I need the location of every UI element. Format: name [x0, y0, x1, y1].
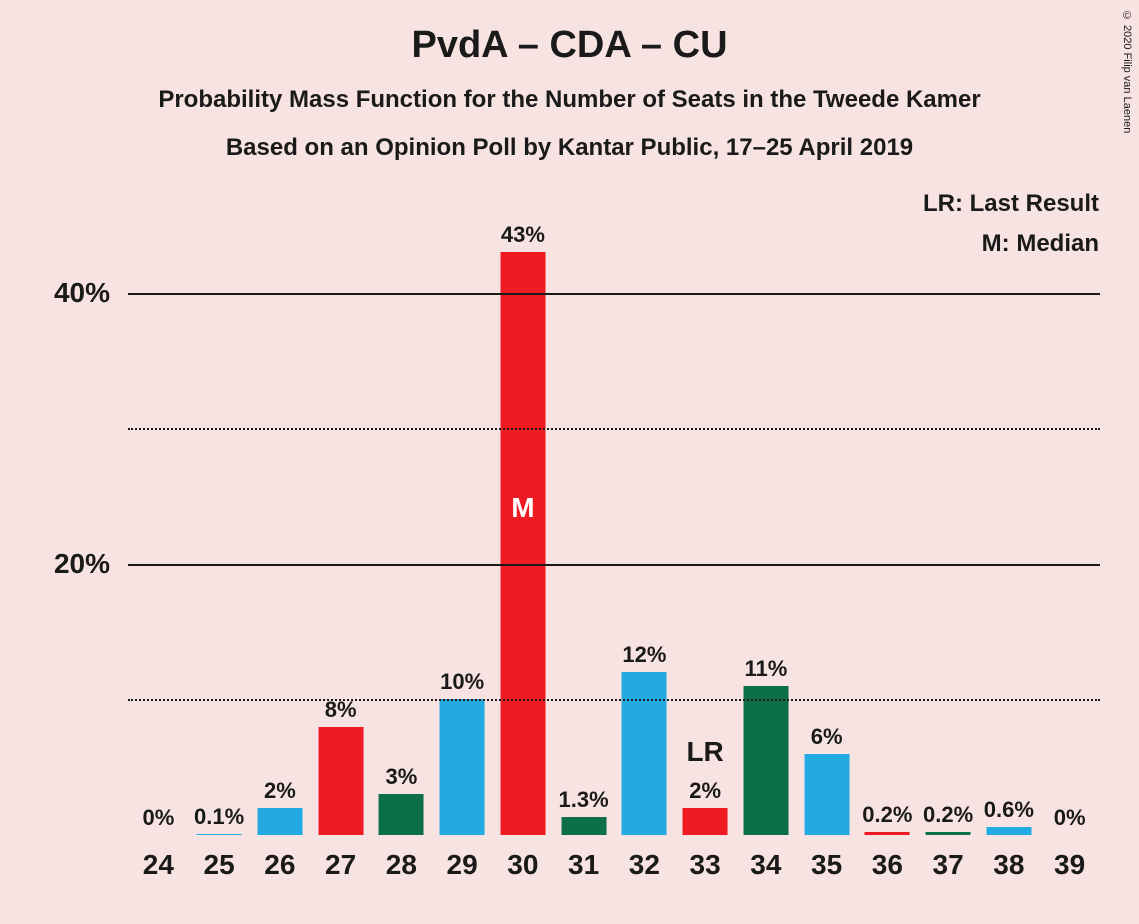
bar-value-label: 2%: [689, 778, 721, 804]
bar: 2%LR: [683, 808, 728, 835]
bar: 6%: [804, 754, 849, 835]
bar-value-label: 2%: [264, 778, 296, 804]
bar: 8%: [318, 727, 363, 835]
x-tick-label: 25: [204, 849, 235, 881]
plot-area: 0%240.1%252%268%273%2810%2943%M301.3%311…: [128, 225, 1100, 835]
bar-slot: 0%39: [1039, 225, 1100, 835]
bar-slot: 6%35: [796, 225, 857, 835]
bar: 12%: [622, 672, 667, 835]
y-tick-label: 20%: [54, 548, 128, 580]
bar: 0.2%: [926, 832, 971, 835]
bar-slot: 0.1%25: [189, 225, 250, 835]
bar-value-label: 0%: [142, 805, 174, 831]
x-tick-label: 38: [993, 849, 1024, 881]
gridline: [128, 564, 1100, 566]
last-result-marker: LR: [686, 736, 723, 768]
x-tick-label: 34: [750, 849, 781, 881]
x-tick-label: 33: [690, 849, 721, 881]
x-tick-label: 39: [1054, 849, 1085, 881]
x-tick-label: 36: [872, 849, 903, 881]
bar-value-label: 43%: [501, 222, 545, 248]
x-tick-label: 35: [811, 849, 842, 881]
bar: 43%M: [500, 252, 545, 835]
bar-slot: 8%27: [310, 225, 371, 835]
chart-title: PvdA – CDA – CU: [0, 24, 1139, 67]
bar: 2%: [257, 808, 302, 835]
bar-slot: 1.3%31: [553, 225, 614, 835]
bar-slot: 0.2%37: [918, 225, 979, 835]
bar-slot: 2%26: [250, 225, 311, 835]
gridline: [128, 428, 1100, 430]
bar-value-label: 0.1%: [194, 804, 244, 830]
bar: 11%: [743, 686, 788, 835]
bar-slot: 0%24: [128, 225, 189, 835]
chart-subtitle-1: Probability Mass Function for the Number…: [0, 86, 1139, 114]
bar-value-label: 11%: [744, 656, 787, 682]
bar-slot: 12%32: [614, 225, 675, 835]
bar-value-label: 6%: [811, 724, 843, 750]
legend-lr: LR: Last Result: [923, 190, 1099, 218]
bar: 1.3%: [561, 817, 606, 835]
bar-slot: 11%34: [736, 225, 797, 835]
gridline: [128, 293, 1100, 295]
x-tick-label: 24: [143, 849, 174, 881]
x-tick-label: 28: [386, 849, 417, 881]
bars-container: 0%240.1%252%268%273%2810%2943%M301.3%311…: [128, 225, 1100, 835]
bar-value-label: 0.6%: [984, 797, 1034, 823]
bar-value-label: 1.3%: [559, 787, 609, 813]
x-tick-label: 26: [264, 849, 295, 881]
bar-value-label: 12%: [622, 642, 666, 668]
x-tick-label: 27: [325, 849, 356, 881]
median-marker: M: [511, 492, 534, 524]
bar: 3%: [379, 794, 424, 835]
x-tick-label: 37: [933, 849, 964, 881]
x-tick-label: 31: [568, 849, 599, 881]
x-tick-label: 32: [629, 849, 660, 881]
bar-slot: 43%M30: [493, 225, 554, 835]
bar-slot: 3%28: [371, 225, 432, 835]
bar: 0.6%: [986, 827, 1031, 835]
x-tick-label: 29: [447, 849, 478, 881]
bar-slot: 2%LR33: [675, 225, 736, 835]
chart-canvas: PvdA – CDA – CU Probability Mass Functio…: [0, 0, 1139, 924]
bar-value-label: 0.2%: [862, 802, 912, 828]
copyright-label: © 2020 Filip van Laenen: [1121, 10, 1133, 133]
bar-value-label: 3%: [385, 764, 417, 790]
bar: 0.2%: [865, 832, 910, 835]
gridline: [128, 699, 1100, 701]
bar-value-label: 0.2%: [923, 802, 973, 828]
bar: 10%: [440, 699, 485, 835]
bar-slot: 10%29: [432, 225, 493, 835]
bar: 0.1%: [197, 834, 242, 835]
bar-value-label: 0%: [1054, 805, 1086, 831]
y-tick-label: 40%: [54, 277, 128, 309]
bar-value-label: 10%: [440, 669, 484, 695]
chart-subtitle-2: Based on an Opinion Poll by Kantar Publi…: [0, 134, 1139, 162]
bar-slot: 0.2%36: [857, 225, 918, 835]
bar-slot: 0.6%38: [979, 225, 1040, 835]
x-tick-label: 30: [507, 849, 538, 881]
